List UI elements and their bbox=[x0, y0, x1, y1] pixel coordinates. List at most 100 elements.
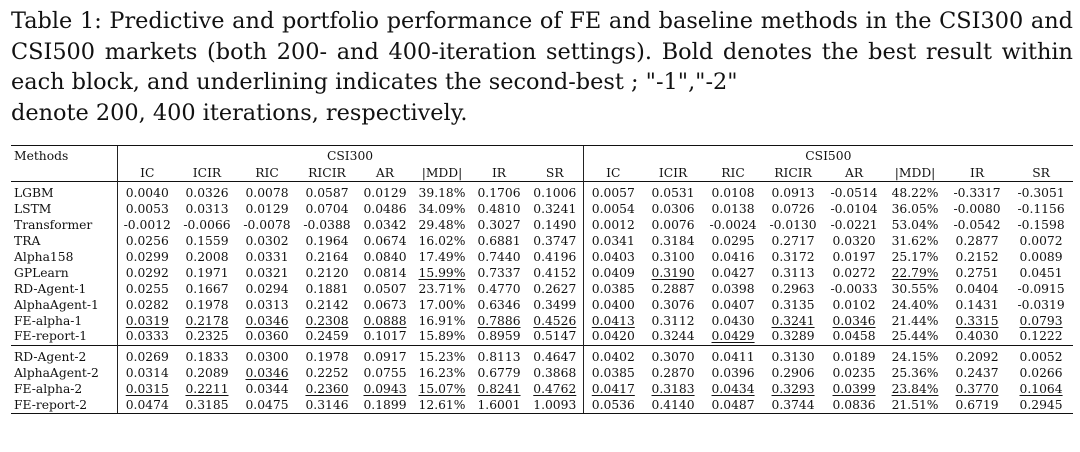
value-cell: 0.0888 bbox=[363, 313, 407, 328]
value-cell: 0.0385 bbox=[591, 366, 635, 381]
value-cell: 0.0536 bbox=[591, 398, 635, 413]
header-rule bbox=[11, 181, 1074, 186]
block-separator bbox=[11, 344, 1074, 350]
value-cell: 0.4647 bbox=[533, 350, 577, 365]
value-cell: 0.4196 bbox=[533, 250, 577, 264]
value-cell: 0.0108 bbox=[711, 186, 755, 201]
column-header-row: IC ICIR RIC RICIR AR |MDD| IR SR IC ICIR RIC RICIR A… bbox=[11, 164, 1073, 182]
value-cell: 0.0235 bbox=[832, 366, 876, 381]
value-cell: 0.2887 bbox=[651, 281, 695, 296]
value-cell: 0.3130 bbox=[771, 350, 815, 365]
value-cell: 0.0430 bbox=[711, 313, 755, 328]
group-header-csi300: CSI300 bbox=[116, 145, 584, 164]
value-cell: 36.05% bbox=[891, 202, 939, 217]
value-cell: 0.3113 bbox=[771, 265, 815, 280]
value-cell: 0.0507 bbox=[363, 281, 407, 296]
table-body: LGBM 0.0040 0.0326 0.0078 0.0587 0.0129 39.18%… bbox=[11, 181, 1074, 415]
value-cell: 0.2459 bbox=[305, 329, 349, 344]
value-cell: -0.1156 bbox=[1017, 202, 1065, 217]
value-cell: 0.0272 bbox=[832, 265, 876, 280]
value-cell: 0.2360 bbox=[305, 382, 349, 397]
table-row: TRA 0.0256 0.1559 0.0302 0.1964 0.0674 16.02% 0… bbox=[11, 233, 1073, 250]
table-row: Transformer -0.0012 -0.0066 -0.0078 -0.0388 0… bbox=[11, 217, 1073, 234]
value-cell: 0.0189 bbox=[832, 350, 876, 365]
value-cell: 0.0917 bbox=[363, 350, 407, 365]
value-cell: 0.0342 bbox=[363, 218, 407, 233]
value-cell: 0.0398 bbox=[711, 281, 755, 296]
value-cell: 0.0326 bbox=[185, 186, 229, 201]
value-cell: 31.62% bbox=[891, 234, 939, 249]
value-cell: 53.04% bbox=[891, 218, 939, 233]
method-name: AlphaAgent-1 bbox=[14, 297, 99, 312]
value-cell: 0.3241 bbox=[533, 202, 577, 217]
column-header: IC bbox=[116, 164, 177, 182]
value-cell: 0.0793 bbox=[1019, 313, 1063, 328]
value-cell: 0.0269 bbox=[125, 350, 169, 365]
value-cell: 0.2870 bbox=[651, 366, 695, 381]
value-cell: 0.6881 bbox=[477, 234, 521, 249]
value-cell: 0.0319 bbox=[125, 313, 169, 328]
value-cell: 0.3868 bbox=[533, 366, 577, 381]
column-header: IR bbox=[969, 165, 985, 180]
value-cell: 0.3241 bbox=[771, 313, 815, 328]
value-cell: 0.1706 bbox=[477, 186, 521, 201]
value-cell: 0.0403 bbox=[591, 250, 635, 264]
table-row: LGBM 0.0040 0.0326 0.0078 0.0587 0.0129 39.18%… bbox=[11, 186, 1073, 202]
value-cell: -0.3051 bbox=[1017, 186, 1065, 201]
value-cell: 0.2751 bbox=[955, 265, 999, 280]
caption-line-4: denote 200, 400 iterations, respectively… bbox=[11, 99, 468, 126]
value-cell: 0.1964 bbox=[305, 234, 349, 249]
table-row: LSTM 0.0053 0.0313 0.0129 0.0704 0.0486 34.09%… bbox=[11, 201, 1073, 218]
value-cell: 0.0054 bbox=[591, 202, 635, 217]
value-cell: 0.0458 bbox=[832, 329, 876, 344]
value-cell: -0.0080 bbox=[953, 202, 1001, 217]
value-cell: 0.2906 bbox=[771, 366, 815, 381]
column-header: |MDD| bbox=[894, 165, 936, 180]
value-cell: 48.22% bbox=[891, 186, 939, 201]
value-cell: 29.48% bbox=[418, 218, 466, 233]
value-cell: 0.0400 bbox=[591, 297, 635, 312]
value-cell: 0.0052 bbox=[1019, 350, 1063, 365]
value-cell: -0.0221 bbox=[830, 218, 878, 233]
value-cell: 0.0413 bbox=[591, 313, 635, 328]
value-cell: 0.0420 bbox=[591, 329, 635, 344]
value-cell: 0.0057 bbox=[591, 186, 635, 201]
value-cell: 15.07% bbox=[418, 382, 466, 397]
value-cell: 0.4140 bbox=[651, 398, 695, 413]
value-cell: 0.0726 bbox=[771, 202, 815, 217]
value-cell: 16.91% bbox=[418, 313, 466, 328]
value-cell: 0.0341 bbox=[591, 234, 635, 249]
value-cell: 16.02% bbox=[418, 234, 466, 249]
value-cell: 23.71% bbox=[418, 281, 466, 296]
value-cell: 0.2142 bbox=[305, 297, 349, 312]
value-cell: 0.4770 bbox=[477, 281, 521, 296]
method-name: RD-Agent-1 bbox=[14, 281, 87, 296]
value-cell: 0.0321 bbox=[245, 265, 289, 280]
value-cell: 0.6346 bbox=[477, 297, 521, 312]
value-cell: 1.6001 bbox=[477, 398, 521, 413]
value-cell: 0.0129 bbox=[363, 186, 407, 201]
value-cell: 0.0076 bbox=[651, 218, 695, 233]
value-cell: 0.4030 bbox=[955, 329, 999, 344]
value-cell: 15.23% bbox=[418, 350, 466, 365]
caption-line-3: best result within each block, and under… bbox=[11, 38, 1073, 96]
value-cell: 0.0102 bbox=[832, 297, 876, 312]
value-cell: 0.0255 bbox=[125, 281, 169, 296]
value-cell: 0.2627 bbox=[533, 281, 577, 296]
value-cell: 0.3289 bbox=[771, 329, 815, 344]
value-cell: 0.0427 bbox=[711, 265, 755, 280]
column-header: AR bbox=[375, 165, 395, 180]
value-cell: 0.0755 bbox=[363, 366, 407, 381]
value-cell: 0.0486 bbox=[363, 202, 407, 217]
value-cell: 0.2717 bbox=[771, 234, 815, 249]
value-cell: 0.0299 bbox=[125, 250, 169, 264]
table-caption: Table 1: Predictive and portfolio perfor… bbox=[11, 6, 1073, 128]
value-cell: 0.0197 bbox=[832, 250, 876, 264]
value-cell: 0.0320 bbox=[832, 234, 876, 249]
value-cell: 0.0840 bbox=[363, 250, 407, 264]
value-cell: 0.0078 bbox=[245, 186, 289, 201]
value-cell: -0.3317 bbox=[953, 186, 1001, 201]
value-cell: 0.3027 bbox=[477, 218, 521, 233]
value-cell: -0.0024 bbox=[709, 218, 757, 233]
value-cell: 0.3293 bbox=[771, 382, 815, 397]
